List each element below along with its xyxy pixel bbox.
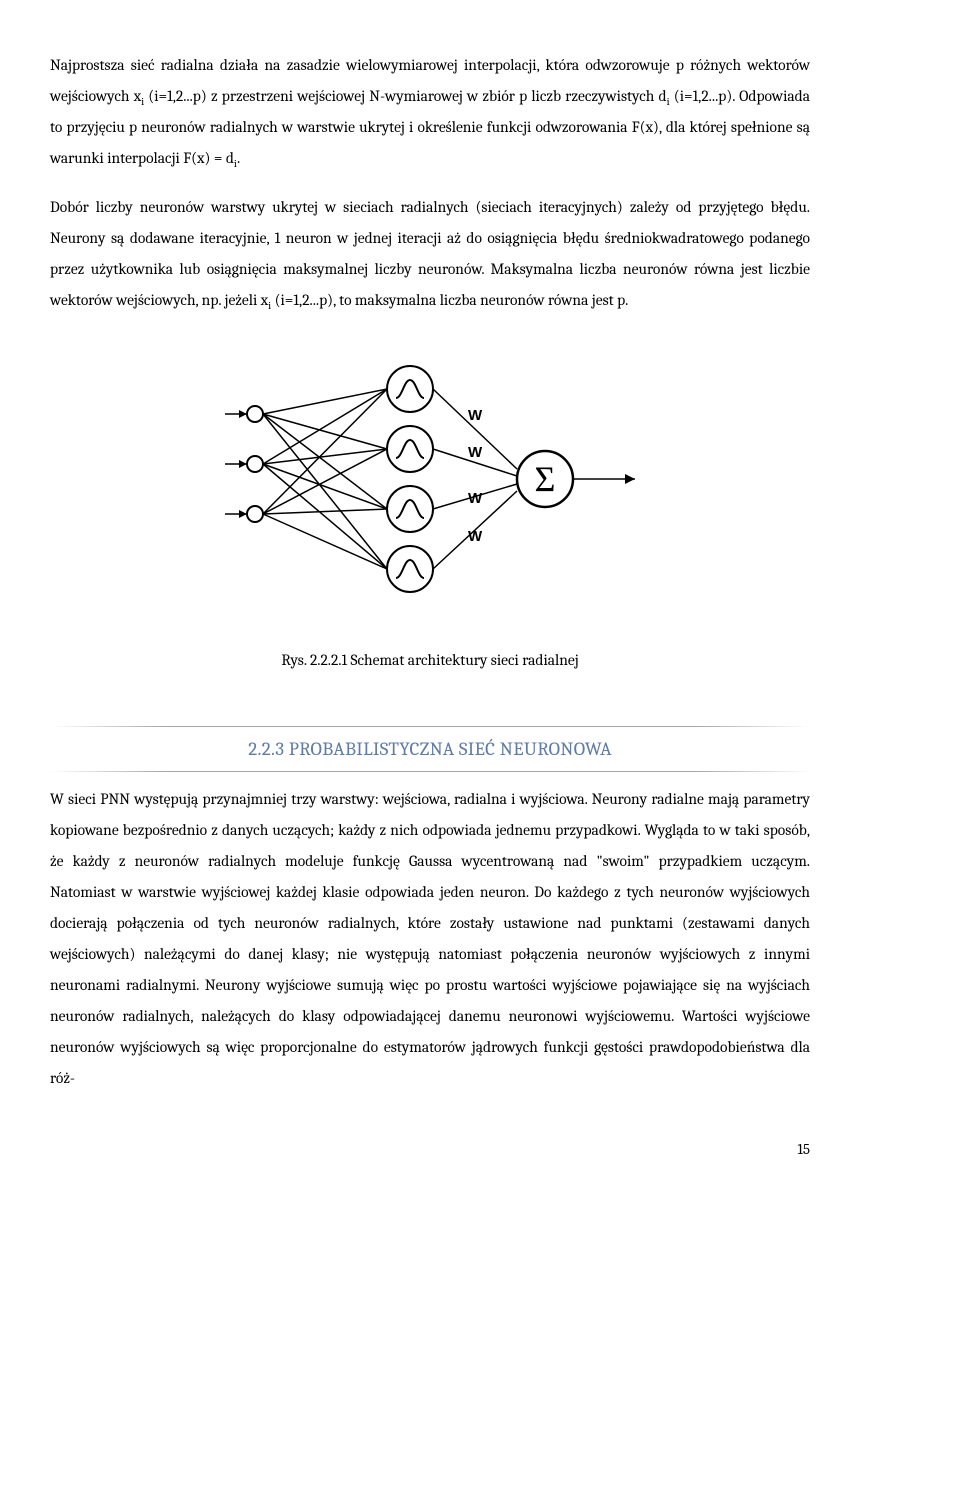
weight-label-4: W [468, 528, 483, 545]
paragraph-3: W sieci PNN występują przynajmniej trzy … [50, 784, 810, 1094]
figure-caption: Rys. 2.2.2.1 Schemat architektury sieci … [50, 645, 810, 676]
paragraph-1: Najprostsza sieć radialna działa na zasa… [50, 50, 810, 174]
page-number: 15 [50, 1134, 810, 1164]
weight-label-2: W [468, 444, 483, 461]
section-header: 2.2.3 PROBABILISTYCZNA SIEĆ NEURONOWA [50, 726, 810, 772]
weight-label-1: W [468, 407, 483, 424]
sigma-symbol: Σ [535, 459, 556, 499]
weight-label-3: W [468, 490, 483, 507]
paragraph-2: Dobór liczby neuronów warstwy ukrytej w … [50, 192, 810, 316]
rbf-diagram: Σ W W W W [50, 344, 810, 625]
section-title: 2.2.3 PROBABILISTYCZNA SIEĆ NEURONOWA [50, 727, 810, 771]
